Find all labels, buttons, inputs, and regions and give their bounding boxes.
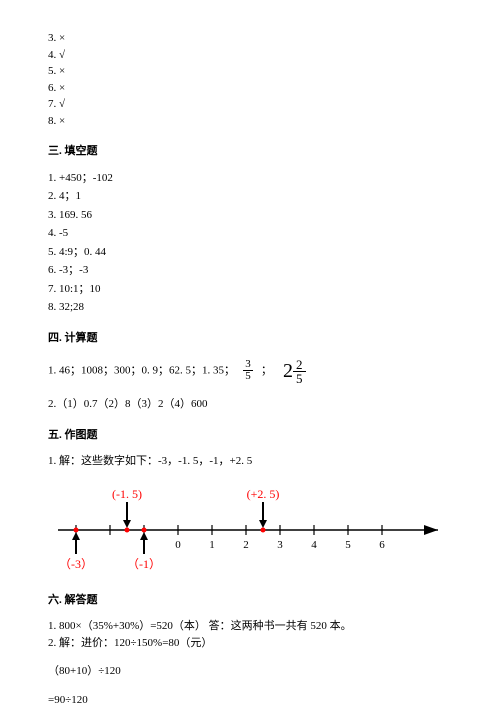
tf-answers: 3. × 4. √ 5. × 6. × 7. √ 8. × bbox=[48, 30, 460, 129]
s3-8: 8. 32;28 bbox=[48, 299, 460, 316]
svg-text:(+2. 5): (+2. 5) bbox=[247, 487, 280, 501]
svg-text:2: 2 bbox=[243, 539, 249, 551]
svg-text:（-3）: （-3） bbox=[59, 557, 93, 571]
svg-text:（-1）: （-1） bbox=[127, 557, 161, 571]
svg-text:6: 6 bbox=[379, 539, 385, 551]
s6-line1: 1. 800×（35%+30%）=520（本） 答：这两种书一共有 520 本。 bbox=[48, 618, 460, 635]
section3-title: 三. 填空题 bbox=[48, 143, 460, 160]
mixed-whole: 2 bbox=[283, 360, 293, 382]
section5-title: 五. 作图题 bbox=[48, 427, 460, 444]
s3-7: 7. 10:1；10 bbox=[48, 281, 460, 298]
sep: ； bbox=[261, 365, 272, 377]
fraction-2-5: 25 bbox=[293, 358, 306, 385]
s4-line2: 2.（1）0.7（2）8（3）2（4）600 bbox=[48, 396, 460, 413]
s6-line4: =90÷120 bbox=[48, 692, 460, 708]
tf-8: 8. × bbox=[48, 113, 460, 130]
tf-6: 6. × bbox=[48, 80, 460, 97]
s4-l1-prefix: 1. 46；1008；300；0. 9；62. 5；1. 35； bbox=[48, 365, 235, 377]
s3-6: 6. -3；-3 bbox=[48, 262, 460, 279]
svg-text:0: 0 bbox=[175, 539, 181, 551]
s5-line1: 1. 解：这些数字如下：-3，-1. 5，-1，+2. 5 bbox=[48, 453, 460, 470]
s3-5: 5. 4:9；0. 44 bbox=[48, 244, 460, 261]
s4-line1: 1. 46；1008；300；0. 9；62. 5；1. 35； 35 ； 2 … bbox=[48, 356, 460, 386]
svg-text:3: 3 bbox=[277, 539, 283, 551]
tf-5: 5. × bbox=[48, 63, 460, 80]
section6-title: 六. 解答题 bbox=[48, 592, 460, 609]
fraction-3-5: 35 bbox=[243, 359, 253, 382]
svg-text:1: 1 bbox=[209, 539, 215, 551]
tf-3: 3. × bbox=[48, 30, 460, 47]
svg-text:5: 5 bbox=[345, 539, 351, 551]
s6-line2: 2. 解：进价：120÷150%=80（元） bbox=[48, 635, 460, 652]
tf-4: 4. √ bbox=[48, 47, 460, 64]
s3-3: 3. 169. 56 bbox=[48, 207, 460, 224]
s3-1: 1. +450；-102 bbox=[48, 170, 460, 187]
s3-2: 2. 4；1 bbox=[48, 188, 460, 205]
tf-7: 7. √ bbox=[48, 96, 460, 113]
svg-text:4: 4 bbox=[311, 539, 317, 551]
section4-title: 四. 计算题 bbox=[48, 330, 460, 347]
s6-line3: （80+10）÷120 bbox=[48, 663, 460, 680]
section3-body: 1. +450；-102 2. 4；1 3. 169. 56 4. -5 5. … bbox=[48, 170, 460, 316]
svg-text:(-1. 5): (-1. 5) bbox=[112, 487, 142, 501]
s3-4: 4. -5 bbox=[48, 225, 460, 242]
number-line-diagram: 0 1 2 3 4 5 6 (-1. 5) (+2. 5) （-3） （-1） bbox=[38, 478, 458, 578]
